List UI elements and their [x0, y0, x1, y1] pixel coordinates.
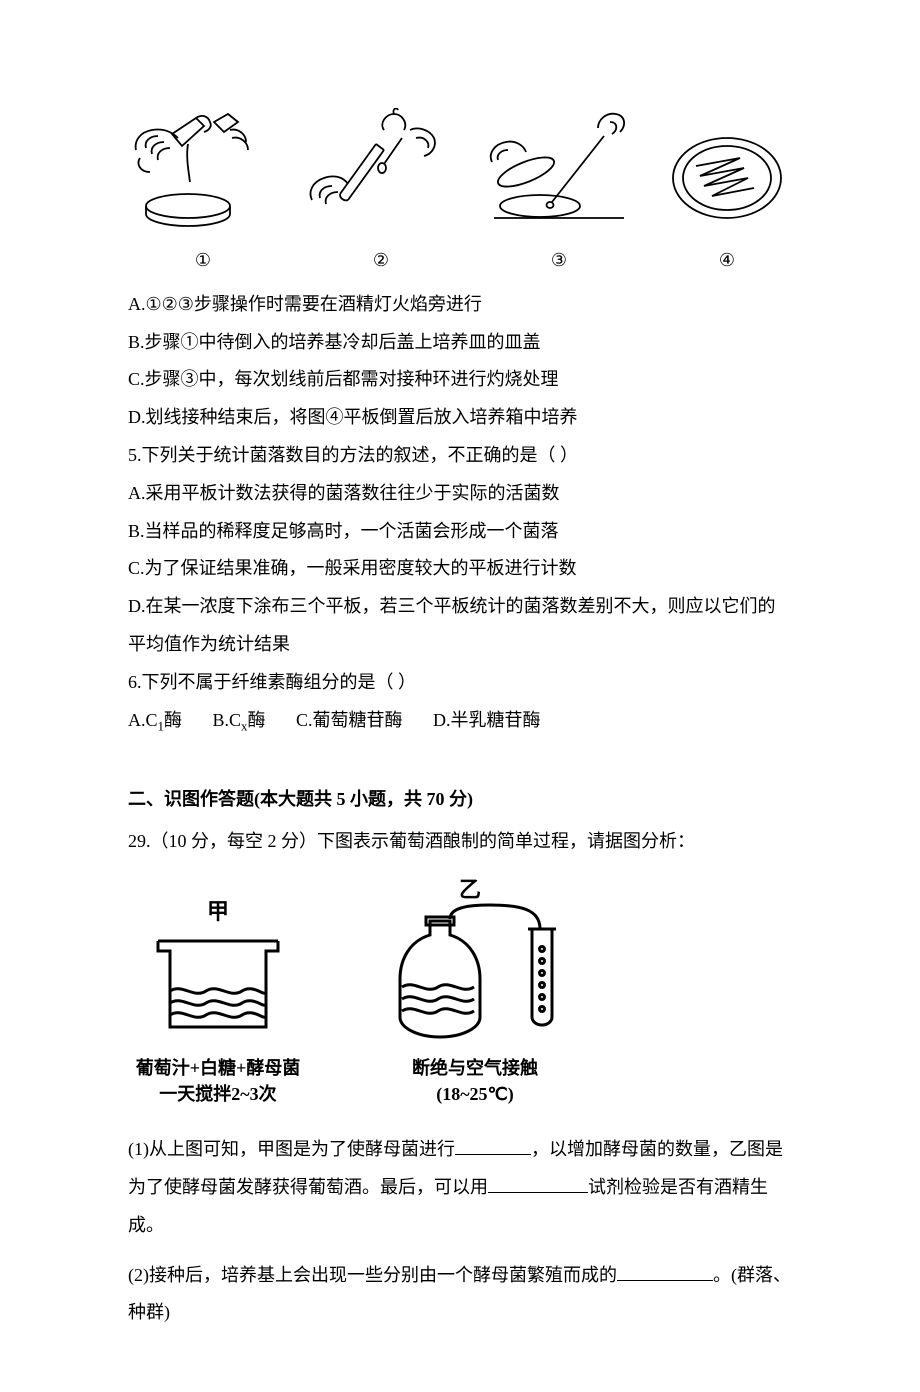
- q4-figure-row: ① ②: [128, 108, 792, 280]
- q4-option-b: B.步骤①中待倒入的培养基冷却后盖上培养皿的皿盖: [128, 324, 792, 362]
- q5-option-b: B.当样品的稀释度足够高时，一个活菌会形成一个菌落: [128, 513, 792, 551]
- q29-figure-row: 甲 葡萄汁+白糖+酵母菌 一天搅拌2~3次 乙: [128, 879, 792, 1107]
- q6-options: A.C1酶 B.Cx酶 C.葡萄糖苷酶 D.半乳糖苷酶: [128, 702, 792, 740]
- q29-p1-a: (1)从上图可知，甲图是为了使酵母菌进行: [128, 1139, 455, 1159]
- q5-option-c: C.为了保证结果准确，一般采用密度较大的平板进行计数: [128, 550, 792, 588]
- q29-stem: 29.（10 分，每空 2 分）下图表示葡萄酒酿制的简单过程，请据图分析：: [128, 823, 792, 861]
- streaked-plate-icon: [662, 108, 792, 238]
- q5-option-a: A.采用平板计数法获得的菌落数往往少于实际的活菌数: [128, 475, 792, 513]
- blank-1[interactable]: [455, 1137, 531, 1155]
- q6-b-post: 酶: [248, 710, 266, 730]
- q4-fig-4: ④: [662, 108, 792, 280]
- q29-fig2-l1: 断绝与空气接触: [412, 1058, 538, 1078]
- q4-fig-1: ①: [128, 108, 278, 280]
- q5-option-d: D.在某一浓度下涂布三个平板，若三个平板统计的菌落数差别不大，则应以它们的平均值…: [128, 588, 792, 664]
- pour-plate-icon: [128, 108, 278, 238]
- section2-title: 二、识图作答题(本大题共 5 小题，共 70 分): [128, 781, 792, 819]
- q6-a-post: 酶: [164, 710, 182, 730]
- q4-fig-2: ②: [306, 108, 456, 280]
- blank-3[interactable]: [617, 1262, 713, 1280]
- q6-option-d: D.半乳糖苷酶: [433, 702, 541, 740]
- q6-b-pre: B.C: [213, 710, 242, 730]
- open-vessel-icon: 甲: [128, 899, 308, 1049]
- svg-text:乙: 乙: [459, 879, 481, 902]
- q29-fig2-caption: 断绝与空气接触 (18~25℃): [412, 1055, 538, 1107]
- q4-fig4-label: ④: [719, 242, 735, 280]
- q6-a-pre: A.C: [128, 710, 158, 730]
- svg-text:甲: 甲: [207, 899, 229, 924]
- q6-stem: 6.下列不属于纤维素酶组分的是（ ）: [128, 664, 792, 702]
- q4-fig2-label: ②: [373, 242, 389, 280]
- q4-option-d: D.划线接种结束后，将图④平板倒置后放入培养箱中培养: [128, 399, 792, 437]
- q29-p2-a: (2)接种后，培养基上会出现一些分别由一个酵母菌繁殖而成的: [128, 1265, 617, 1285]
- q29-fig2-l2: (18~25℃): [436, 1084, 514, 1104]
- q4-option-a: A.①②③步骤操作时需要在酒精灯火焰旁进行: [128, 286, 792, 324]
- blank-2[interactable]: [488, 1175, 588, 1193]
- q6-option-b: B.Cx酶: [213, 702, 266, 740]
- streak-plate-icon: [484, 108, 634, 238]
- q29-fig-1: 甲 葡萄汁+白糖+酵母菌 一天搅拌2~3次: [128, 899, 308, 1107]
- q29-fig1-l1: 葡萄汁+白糖+酵母菌: [136, 1058, 301, 1078]
- flame-tube-icon: [306, 108, 456, 238]
- q29-fig1-caption: 葡萄汁+白糖+酵母菌 一天搅拌2~3次: [136, 1055, 301, 1107]
- q29-p1: (1)从上图可知，甲图是为了使酵母菌进行，以增加酵母菌的数量，乙图是为了使酵母菌…: [128, 1131, 792, 1244]
- q5-stem: 5.下列关于统计菌落数目的方法的叙述，不正确的是（ ）: [128, 437, 792, 475]
- q29-fig-2: 乙: [370, 879, 580, 1107]
- q29-fig1-l2: 一天搅拌2~3次: [159, 1084, 276, 1104]
- q4-fig3-label: ③: [551, 242, 567, 280]
- q29-p2: (2)接种后，培养基上会出现一些分别由一个酵母菌繁殖而成的。(群落、种群): [128, 1257, 792, 1333]
- q4-fig1-label: ①: [195, 242, 211, 280]
- q6-option-a: A.C1酶: [128, 702, 182, 740]
- q6-option-c: C.葡萄糖苷酶: [296, 702, 403, 740]
- q4-option-c: C.步骤③中，每次划线前后都需对接种环进行灼烧处理: [128, 361, 792, 399]
- sealed-flask-tube-icon: 乙: [370, 879, 580, 1049]
- q4-fig-3: ③: [484, 108, 634, 280]
